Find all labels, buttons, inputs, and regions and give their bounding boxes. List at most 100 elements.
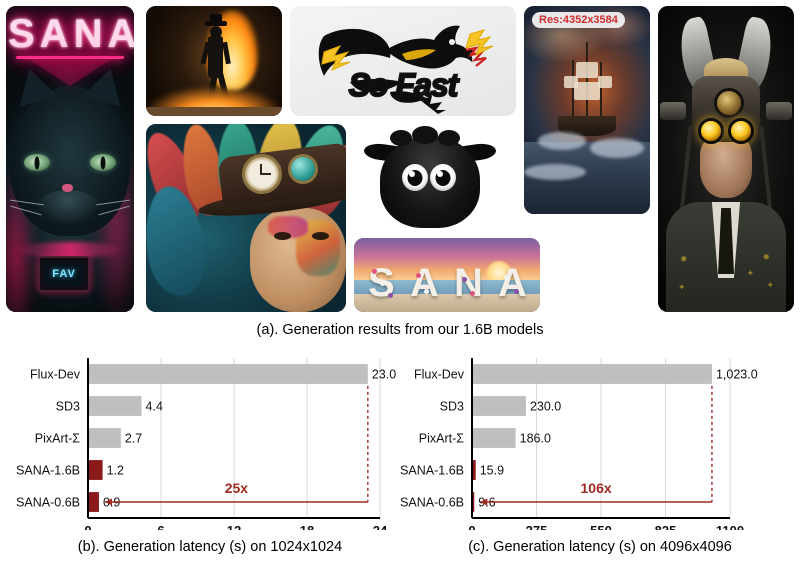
svg-text:PixArt-Σ: PixArt-Σ: [419, 432, 465, 446]
svg-text:825: 825: [655, 523, 677, 530]
cat-nose: [62, 184, 73, 192]
svg-text:SD3: SD3: [56, 400, 80, 414]
caption-c: (c). Generation latency (s) on 4096x4096: [468, 539, 732, 555]
flower: [416, 273, 421, 278]
svg-text:275: 275: [526, 523, 548, 530]
steampunk-cylinder-right: [766, 102, 792, 120]
suit-monogram: ✦: [678, 282, 686, 292]
svg-text:PixArt-Σ: PixArt-Σ: [35, 432, 81, 446]
flower: [462, 277, 467, 282]
flower: [514, 289, 519, 294]
ship-mast: [600, 62, 602, 118]
svg-text:Flux-Dev: Flux-Dev: [414, 368, 465, 382]
dragon-icon: [318, 25, 494, 114]
cat-muzzle: [36, 190, 100, 224]
cat-collar-glow: [16, 242, 124, 258]
caption-a: (a). Generation results from our 1.6B mo…: [256, 322, 544, 338]
svg-text:1.2: 1.2: [107, 464, 124, 478]
ship-hull: [558, 116, 616, 136]
monster-fur-tuft: [390, 130, 412, 146]
svg-text:230.0: 230.0: [530, 400, 561, 414]
fire-man-head: [210, 26, 222, 38]
ship-sail: [564, 76, 578, 88]
ship-mast: [572, 60, 574, 118]
svg-text:6: 6: [157, 523, 164, 530]
gem-ornament: [288, 154, 318, 184]
fire-man-body: [208, 36, 223, 78]
neon-sana-text: SANA: [8, 12, 134, 56]
image-tile-pirate-ship: Res:4352x3584: [524, 6, 650, 214]
suit-monogram: ✸: [762, 252, 770, 262]
so-fast-label: So Fast: [348, 66, 460, 104]
portrait-eye-left: [274, 232, 291, 240]
chart-latency-1024: 23.0 Flux-Dev 4.4 SD3 2.7 PixArt-Σ 1.2 SANA-1.6…: [0, 350, 400, 530]
svg-text:SANA-1.6B: SANA-1.6B: [16, 464, 80, 478]
sea-foam: [524, 164, 586, 180]
image-tile-sana-flowers-beach: S A N A: [354, 238, 540, 312]
cat-eye-right: [90, 154, 116, 171]
flower-letter-a2: A: [498, 261, 527, 305]
svg-text:4.4: 4.4: [146, 400, 163, 414]
monster-fur-tuft: [412, 126, 438, 144]
neon-underline-bar: [16, 56, 124, 59]
steampunk-lens-top: [714, 88, 744, 118]
fire-man-hat-brim: [205, 21, 227, 26]
svg-text:SANA-0.6B: SANA-0.6B: [400, 496, 464, 510]
suit-monogram: ✦: [746, 268, 754, 278]
steampunk-goggle-lens-left: [698, 118, 724, 144]
svg-text:0: 0: [84, 523, 91, 530]
svg-text:SANA-1.6B: SANA-1.6B: [400, 464, 464, 478]
sand: [354, 294, 540, 312]
svg-text:25x: 25x: [225, 480, 249, 496]
ship-sail: [598, 76, 612, 88]
ship-sail: [574, 82, 600, 100]
flower: [504, 275, 509, 280]
steampunk-cylinder-left: [660, 102, 686, 120]
fire-ground: [146, 107, 282, 116]
sea-foam: [538, 132, 586, 150]
monster-eye-right: [430, 164, 456, 191]
image-tile-fire-man: [146, 6, 282, 116]
svg-text:1100: 1100: [716, 523, 744, 530]
chart-c-svg: 1,023.0 Flux-Dev 230.0 SD3 186.0 PixArt-Σ 15.9…: [400, 358, 758, 530]
svg-text:SD3: SD3: [440, 400, 464, 414]
neon-triangle: [30, 60, 110, 86]
cat-tv-badge: FAV: [38, 256, 90, 292]
svg-text:24: 24: [373, 523, 388, 530]
svg-text:2.7: 2.7: [125, 432, 142, 446]
flower-letter-n: N: [454, 261, 483, 305]
cat-eye-left: [24, 154, 50, 171]
svg-text:186.0: 186.0: [520, 432, 551, 446]
image-tile-steampunk-man-portrait: ✸ ✦ ✸ ✦ ✦: [658, 6, 794, 312]
flower-letter-a1: A: [410, 261, 439, 305]
ship-mast: [586, 42, 588, 120]
svg-text:18: 18: [300, 523, 314, 530]
steampunk-goggle-lens-right: [728, 118, 754, 144]
caption-b: (b). Generation latency (s) on 1024x1024: [77, 539, 343, 555]
image-tile-so-fast-dragon: So Fast: [290, 6, 516, 116]
flower: [380, 281, 385, 286]
image-tile-feather-hat-portrait: [146, 124, 346, 312]
svg-text:550: 550: [590, 523, 612, 530]
flower: [470, 291, 475, 296]
generation-results-gallery: SANA FAV: [6, 6, 794, 312]
svg-text:12: 12: [227, 523, 241, 530]
fire-man-hat-crown: [210, 14, 222, 22]
suit-monogram: ✦: [766, 280, 774, 290]
clock-icon: [242, 154, 282, 194]
flower: [388, 293, 393, 298]
svg-text:23.0: 23.0: [372, 368, 396, 382]
steampunk-tie: [718, 208, 734, 274]
chart-latency-4096: 1,023.0 Flux-Dev 230.0 SD3 186.0 PixArt-Σ 15.9…: [400, 350, 800, 530]
svg-text:Flux-Dev: Flux-Dev: [30, 368, 81, 382]
neon-sign: SANA: [8, 10, 134, 96]
svg-text:1,023.0: 1,023.0: [716, 368, 758, 382]
steampunk-face: [700, 136, 752, 198]
svg-text:SANA-0.6B: SANA-0.6B: [16, 496, 80, 510]
chart-b-svg: 23.0 Flux-Dev 4.4 SD3 2.7 PixArt-Σ 1.2 SANA-1.6…: [16, 358, 396, 530]
image-tile-neon-cat: SANA FAV: [6, 6, 134, 312]
cat-tv-badge-text: FAV: [44, 262, 84, 286]
monster-eye-left: [402, 164, 428, 191]
flower: [424, 289, 429, 294]
